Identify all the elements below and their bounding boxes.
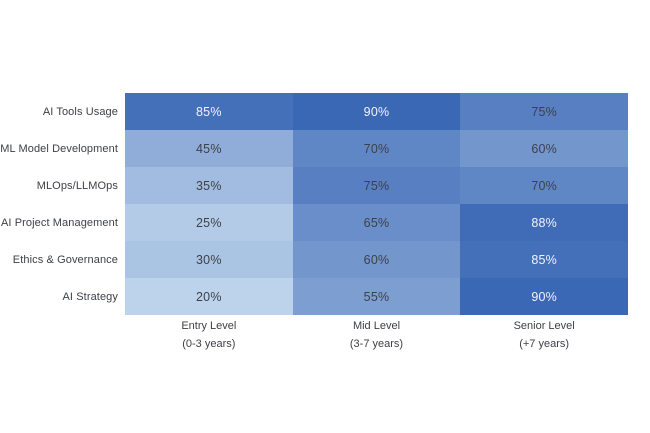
x-axis-column-label: Mid Level (3-7 years) [293, 317, 461, 353]
heatmap-cell: 20% [125, 278, 293, 315]
heatmap-cell: 60% [292, 241, 461, 278]
column-sublabel: (+7 years) [519, 338, 570, 350]
column-label: Senior Level [513, 320, 575, 332]
x-axis-column-label: Entry Level (0-3 years) [125, 317, 293, 353]
heatmap-row-cells: 25% 65% 88% [125, 204, 628, 241]
heatmap-cell: 45% [125, 130, 293, 167]
heatmap-cell: 88% [460, 204, 628, 241]
heatmap-cell: 35% [125, 167, 293, 204]
heatmap-cell: 85% [460, 241, 628, 278]
column-sublabel: (0-3 years) [182, 338, 236, 350]
heatmap-row: ML Model Development 45% 70% 60% [0, 130, 650, 167]
column-label: Mid Level [352, 320, 401, 332]
heatmap-row-cells: 20% 55% 90% [125, 278, 628, 315]
column-sublabel: (3-7 years) [349, 338, 404, 350]
column-label: Entry Level [181, 320, 237, 332]
heatmap-row-cells: 30% 60% 85% [125, 241, 628, 278]
heatmap-row: AI Project Management 25% 65% 88% [0, 204, 650, 241]
heatmap-cell: 75% [460, 93, 628, 130]
heatmap-cell: 60% [460, 130, 628, 167]
row-label: MLOps/LLMOps [36, 179, 118, 192]
heatmap-cell: 90% [460, 278, 628, 315]
heatmap-row-cells: 35% 75% 70% [125, 167, 628, 204]
heatmap-row-cells: 85% 90% 75% [125, 93, 628, 130]
row-label: AI Strategy [62, 290, 118, 303]
heatmap: AI Tools Usage 85% 90% 75% ML Model Developm… [0, 93, 650, 315]
heatmap-cell: 30% [125, 241, 293, 278]
heatmap-cell: 90% [292, 93, 461, 130]
row-label: AI Tools Usage [42, 105, 118, 118]
heatmap-row: AI Tools Usage 85% 90% 75% [0, 93, 650, 130]
heatmap-row: Ethics & Governance 30% 60% 85% [0, 241, 650, 278]
heatmap-row: AI Strategy 20% 55% 90% [0, 278, 650, 315]
heatmap-cell: 85% [125, 93, 293, 130]
heatmap-cell: 70% [292, 130, 461, 167]
heatmap-cell: 25% [125, 204, 293, 241]
heatmap-cell: 65% [292, 204, 461, 241]
x-axis-column-label: Senior Level (+7 years) [460, 317, 628, 353]
heatmap-row-cells: 45% 70% 60% [125, 130, 628, 167]
heatmap-cell: 75% [292, 167, 461, 204]
row-label: ML Model Development [0, 142, 118, 155]
heatmap-cell: 70% [460, 167, 628, 204]
row-label: AI Project Management [0, 216, 118, 229]
heatmap-row: MLOps/LLMOps 35% 75% 70% [0, 167, 650, 204]
x-axis-labels: Entry Level (0-3 years) Mid Level (3-7 year… [125, 317, 628, 353]
row-label: Ethics & Governance [12, 253, 118, 266]
heatmap-cell: 55% [292, 278, 461, 315]
